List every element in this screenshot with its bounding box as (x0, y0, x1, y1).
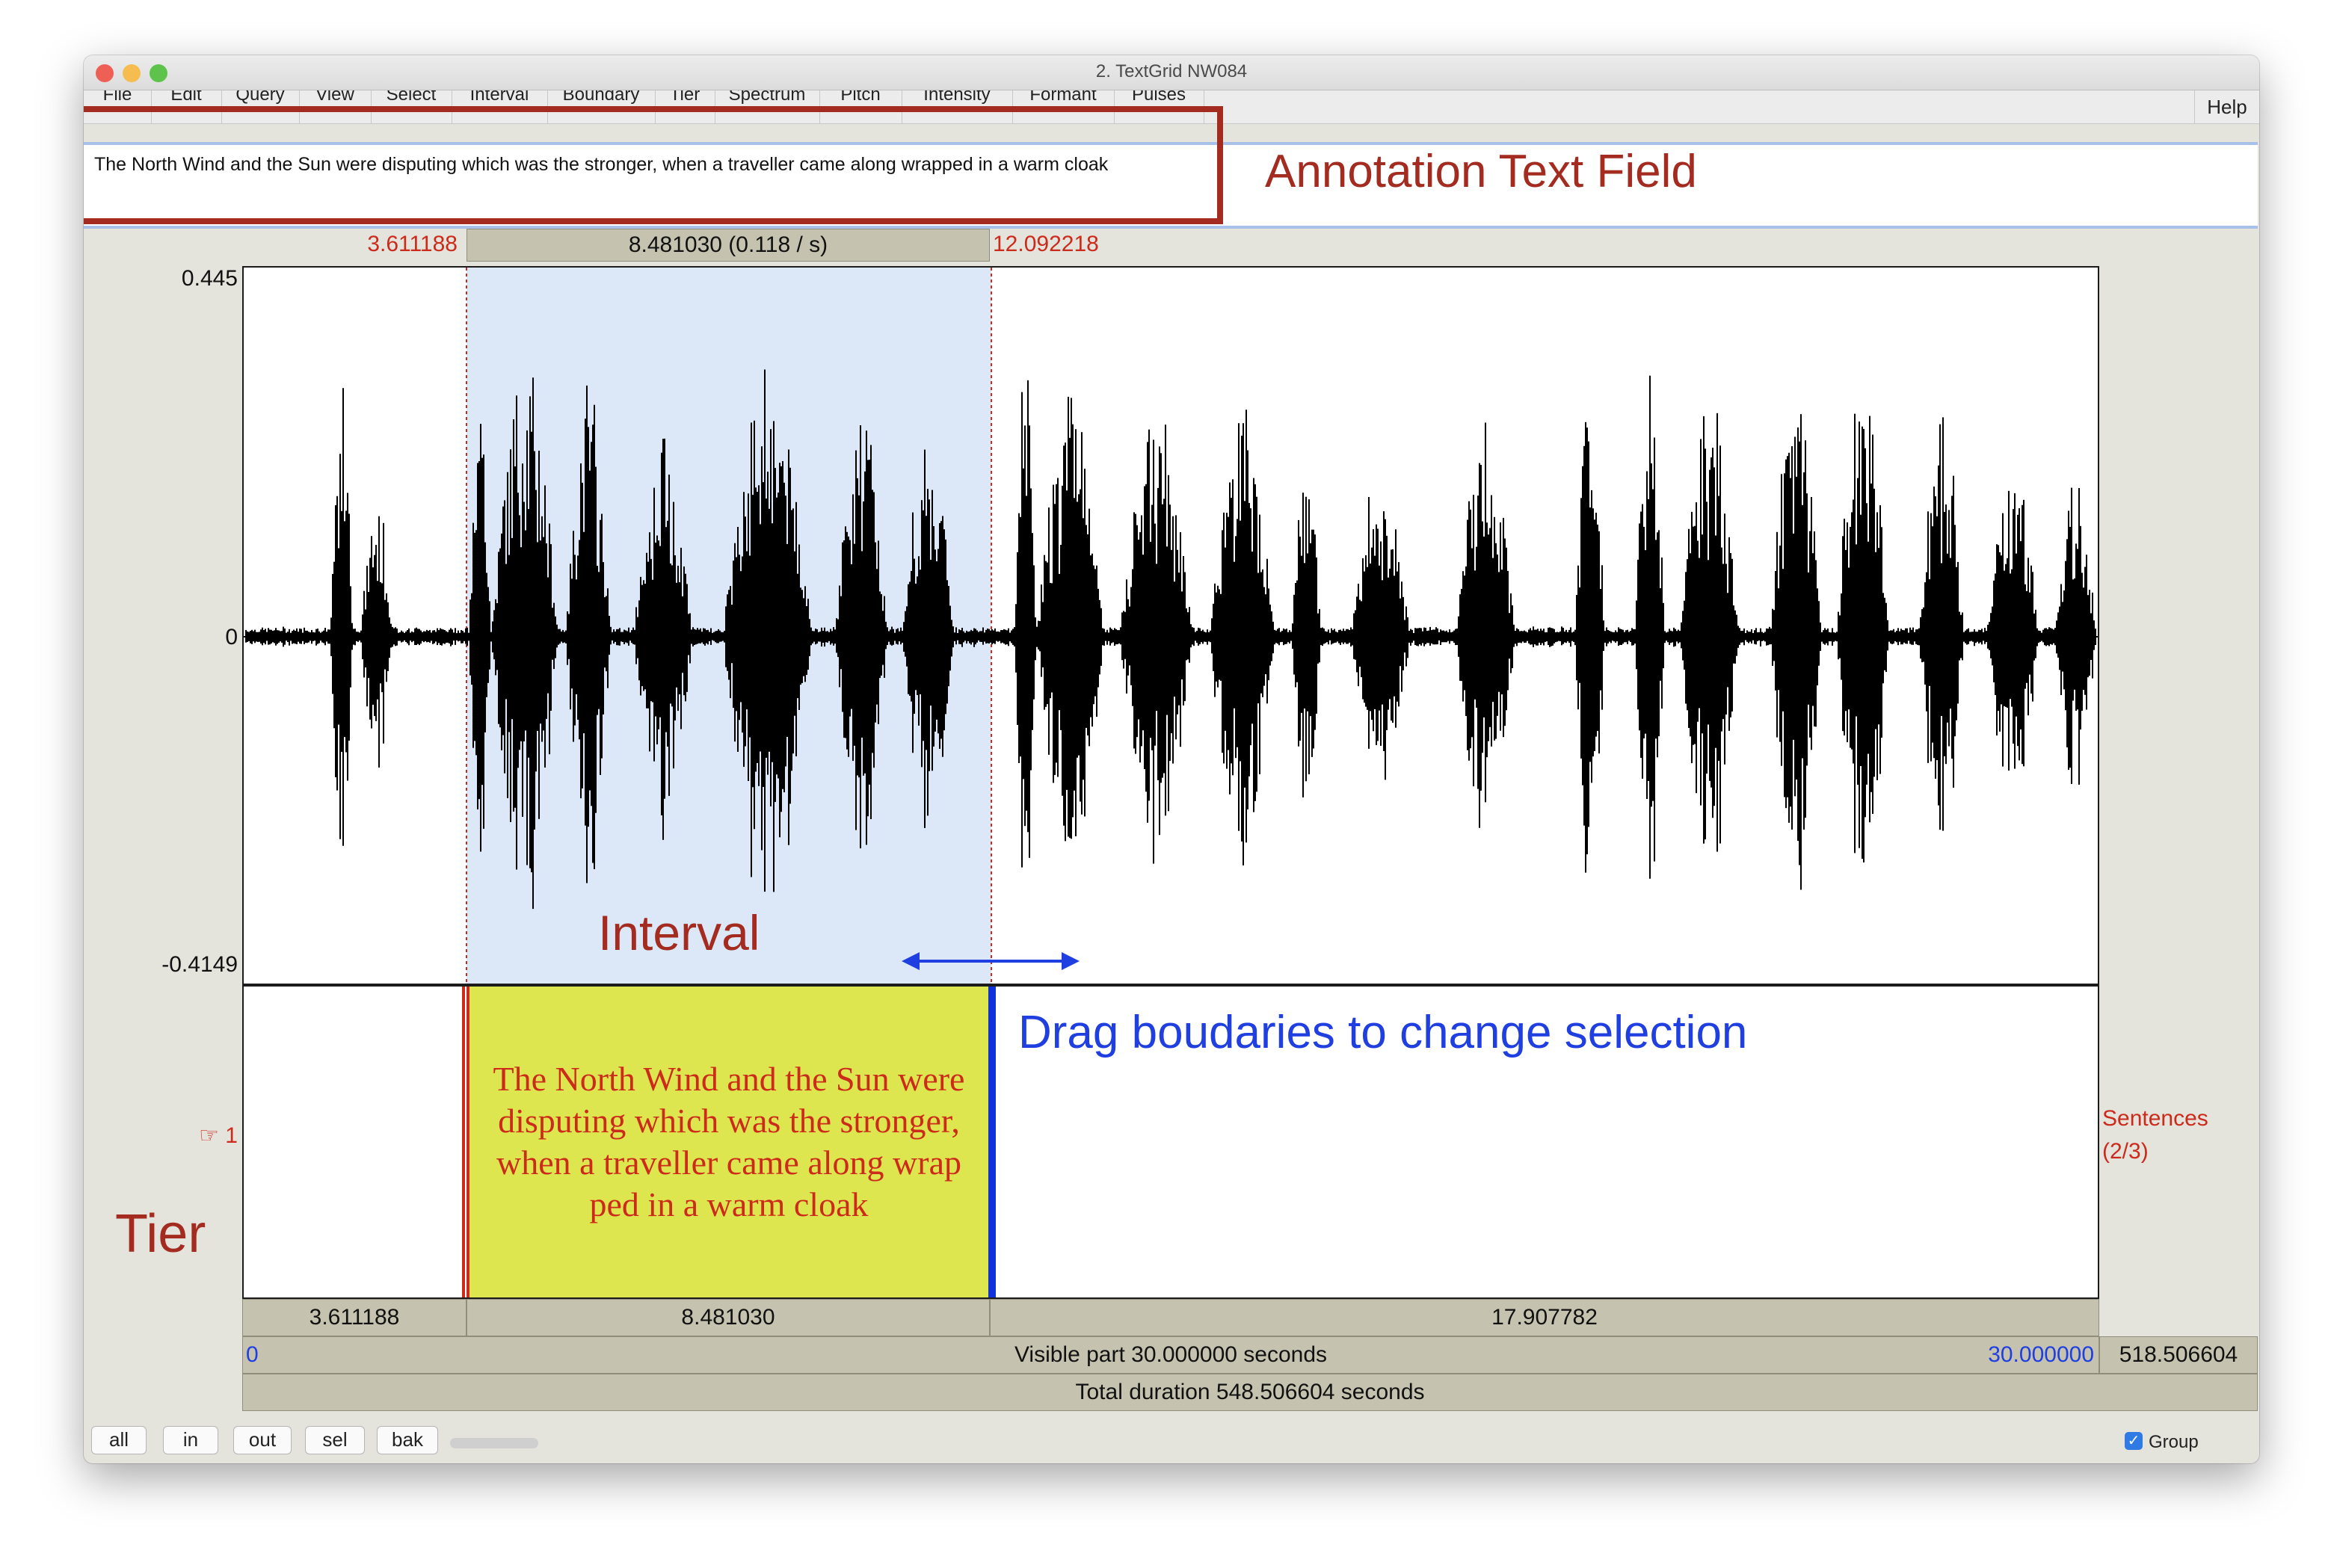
title-bar: 2. TextGrid NW084 (84, 55, 2259, 90)
right-boundary-line[interactable] (988, 987, 996, 1297)
menu-bar: File Edit Query View Select Interval Bou… (84, 90, 2259, 124)
annotation-callout-label: Annotation Text Field (1265, 146, 1697, 197)
interval-duration-label: 17.907782 (1491, 1305, 1598, 1330)
waveform-y-max: 0.445 (181, 266, 238, 291)
interval-duration-bar-2[interactable]: 8.481030 (467, 1299, 990, 1336)
zoom-all-button[interactable]: all (91, 1426, 147, 1454)
zoom-in-button[interactable]: in (163, 1426, 218, 1454)
interval-duration-label: 3.611188 (309, 1305, 400, 1330)
visible-part-bar[interactable]: 0 Visible part 30.000000 seconds 30.0000… (242, 1336, 2099, 1374)
interval-callout-label: Interval (598, 905, 760, 960)
interval-text-line: ped in a warm cloak (589, 1185, 869, 1223)
waveform-y-zero: 0 (225, 625, 238, 649)
drag-boundaries-callout: Drag boudaries to change selection (1018, 1007, 1748, 1058)
tier-name: Sentences (2102, 1106, 2208, 1131)
remaining-duration-label: 518.506604 (2119, 1342, 2238, 1367)
zoom-window-button[interactable] (150, 64, 167, 82)
close-window-button[interactable] (96, 64, 114, 82)
left-boundary-line[interactable] (462, 987, 465, 1297)
interval-duration-label: 8.481030 (681, 1305, 775, 1330)
left-boundary-line-inner (467, 987, 469, 1297)
double-arrow-icon (902, 952, 1080, 970)
selection-end-time: 12.092218 (993, 232, 1099, 256)
tier-callout-label: Tier (115, 1204, 206, 1264)
visible-part-label: Visible part 30.000000 seconds (1014, 1342, 1328, 1367)
remaining-duration-bar[interactable]: 518.506604 (2099, 1336, 2258, 1374)
interval-duration-bar-3[interactable]: 17.907782 (990, 1299, 2099, 1336)
visible-start-time: 0 (246, 1342, 259, 1367)
interval-text-line: disputing which was the stronger, (498, 1102, 960, 1140)
annotation-highlight-box (84, 106, 1223, 224)
help-menu[interactable]: Help (2194, 90, 2259, 123)
tier-count: (2/3) (2102, 1139, 2149, 1164)
group-label: Group (2149, 1432, 2199, 1452)
window-title: 2. TextGrid NW084 (1095, 61, 1248, 81)
annotation-text-field[interactable]: The North Wind and the Sun were disputin… (84, 142, 2258, 229)
visible-end-time: 30.000000 (1988, 1342, 2094, 1367)
interval-text: The North Wind and the Sun were disputin… (467, 1058, 991, 1226)
interval-tier-panel[interactable]: The North Wind and the Sun were disputin… (242, 985, 2099, 1299)
interval-text-line: when a traveller came along wrap (496, 1143, 961, 1182)
selection-start-time: 3.611188 (367, 232, 458, 256)
total-duration-bar[interactable]: Total duration 548.506604 seconds (242, 1374, 2258, 1411)
waveform-y-min: -0.4149 (161, 952, 238, 977)
horizontal-scrollbar-thumb[interactable] (450, 1438, 538, 1448)
tier-number[interactable]: ☞ 1 (199, 1123, 238, 1148)
selection-duration-label: 8.481030 (0.118 / s) (628, 232, 828, 257)
zoom-sel-button[interactable]: sel (305, 1426, 365, 1454)
annotation-text-value: The North Wind and the Sun were disputin… (94, 154, 1109, 175)
interval-text-line: The North Wind and the Sun were (493, 1060, 965, 1098)
group-checkbox[interactable]: ✓ (2125, 1432, 2143, 1450)
selection-duration-bar[interactable]: 8.481030 (0.118 / s) (467, 229, 990, 262)
interval-duration-bar-1[interactable]: 3.611188 (242, 1299, 467, 1336)
waveform-graph (244, 268, 2098, 984)
selected-interval[interactable]: The North Wind and the Sun were disputin… (467, 987, 991, 1297)
sound-waveform-panel[interactable]: Interval (242, 266, 2099, 985)
textgrid-editor-window: 2. TextGrid NW084 File Edit Query View S… (84, 55, 2259, 1463)
zoom-back-button[interactable]: bak (377, 1426, 438, 1454)
zoom-out-button[interactable]: out (233, 1426, 292, 1454)
minimize-window-button[interactable] (123, 64, 141, 82)
total-duration-label: Total duration 548.506604 seconds (1075, 1380, 1425, 1404)
